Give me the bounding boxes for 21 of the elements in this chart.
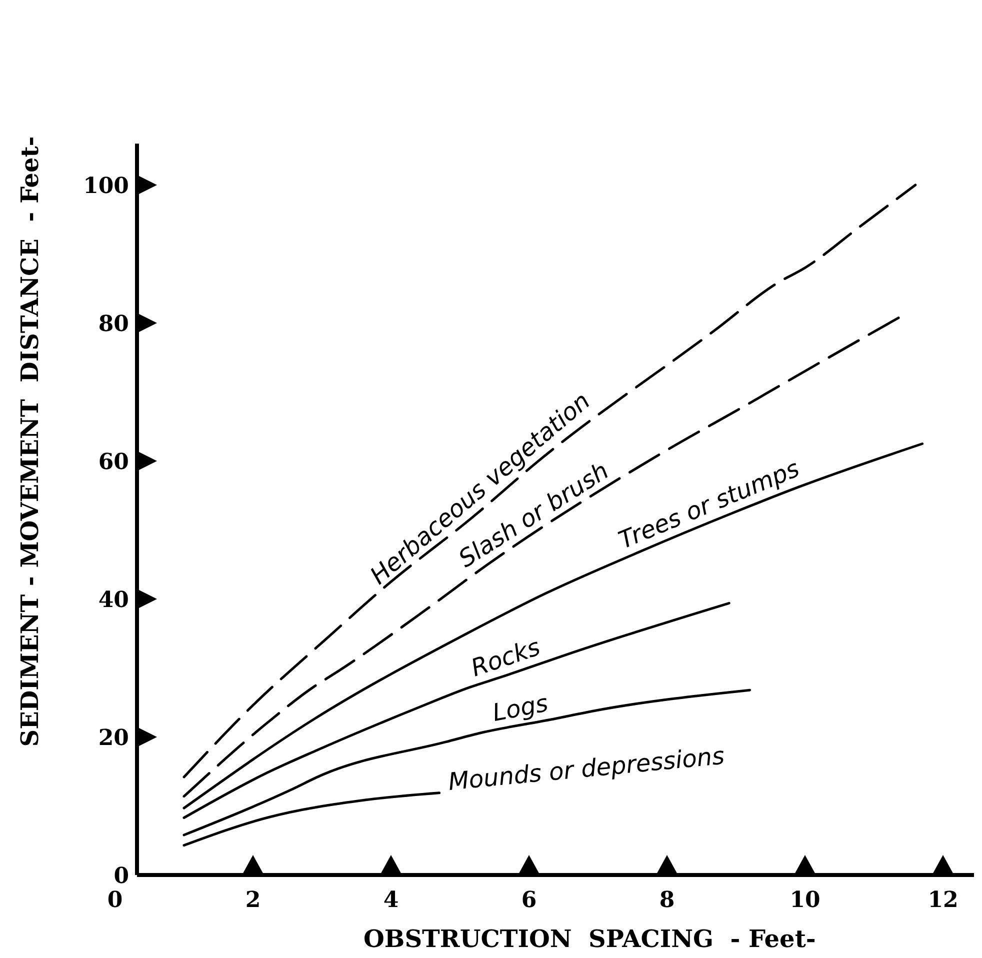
line-series [182, 602, 730, 819]
line-series [182, 314, 903, 798]
line-series [182, 688, 752, 836]
y-tick-label: 0 [114, 863, 129, 889]
y-tick-label: 100 [83, 173, 129, 199]
y-tick-label: 60 [98, 449, 129, 475]
text: Mounds or depressions [446, 742, 726, 796]
x-tick-label: 2 [245, 887, 261, 913]
y-tick-label: 20 [98, 725, 129, 751]
y-tick-label: 40 [98, 587, 129, 613]
text: Rocks [467, 632, 544, 682]
line-series [182, 792, 441, 847]
x-tick-label: 12 [928, 887, 958, 913]
x-tick-label: 4 [383, 887, 399, 913]
x-axis-title: OBSTRUCTION SPACING - Feet- [364, 924, 816, 953]
x-tick-label: 6 [521, 887, 537, 913]
x-tick-label: 8 [659, 887, 675, 913]
text: Logs [490, 689, 550, 727]
y-tick-label: 80 [98, 311, 129, 337]
x-tick-label: 10 [790, 887, 820, 913]
y-axis-title: SEDIMENT - MOVEMENT DISTANCE - Feet- [15, 136, 44, 747]
